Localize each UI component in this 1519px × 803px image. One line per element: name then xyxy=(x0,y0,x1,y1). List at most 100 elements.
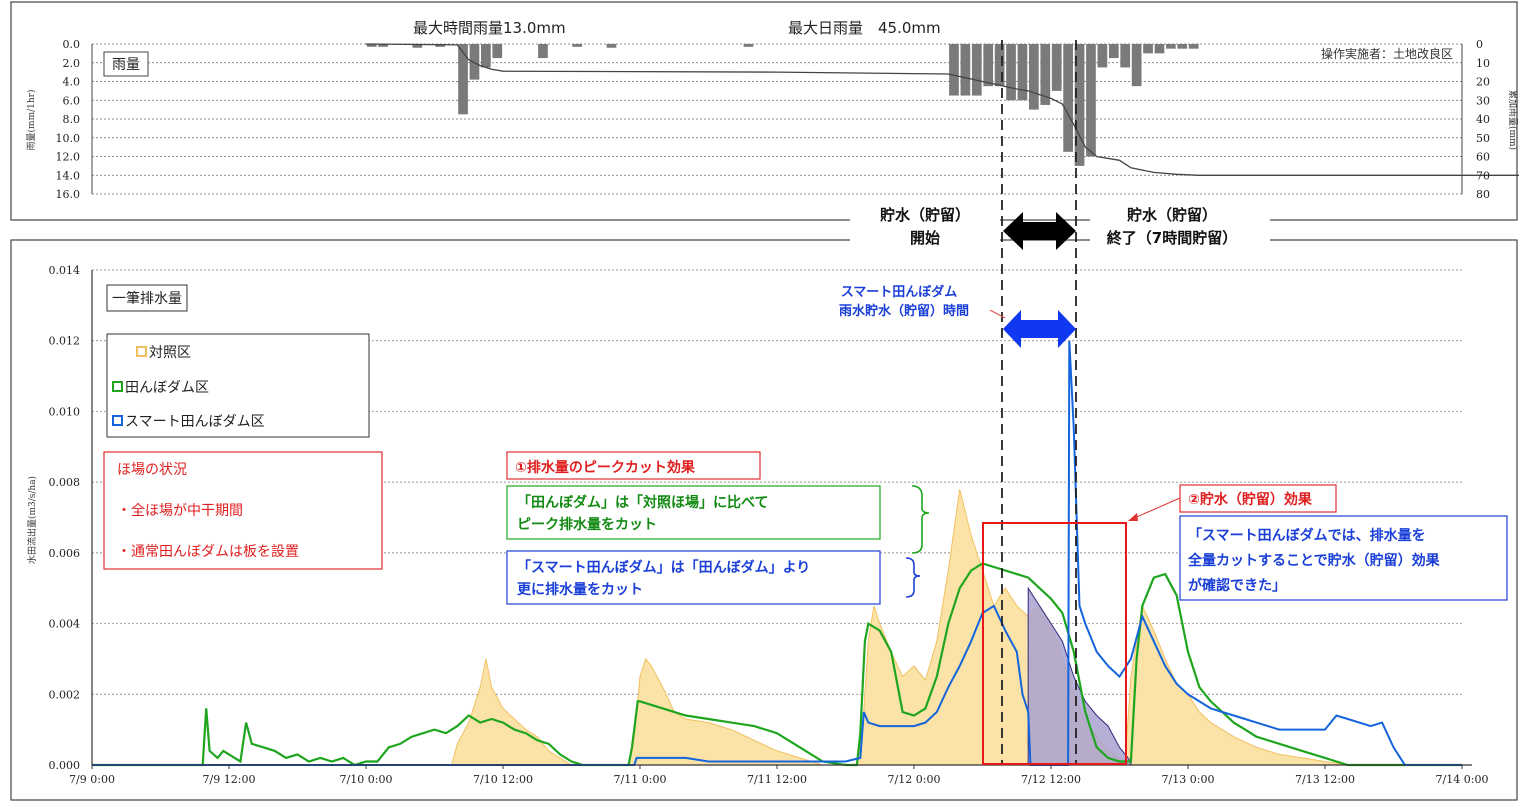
rain-legend-frame xyxy=(103,51,149,77)
legend-tanbo: 田んぼダム区 xyxy=(125,380,209,396)
rain-y2-tick: 0 xyxy=(1476,38,1483,51)
rain-y2-tick: 20 xyxy=(1476,76,1490,89)
x-tick-label: 7/12 12:00 xyxy=(1021,773,1081,786)
discharge-y-ticks: 0.014 0.012 0.010 0.008 0.006 0.004 0.002 0.000 xyxy=(49,264,81,772)
discharge-y-tick: 0.006 xyxy=(49,547,81,560)
peak-blue-line-1: 「スマート田んぼダム」は「田んぼダム」より xyxy=(517,559,810,576)
rain-legend: 雨量 xyxy=(112,57,140,73)
rain-bar xyxy=(458,44,468,115)
rain-bar xyxy=(1029,44,1039,110)
rain-bar xyxy=(1143,44,1153,54)
series-legend-frame xyxy=(106,333,370,438)
storage-desc-line-1: 「スマート田んぼダムでは、排水量を xyxy=(1188,527,1426,544)
rain-y-axis-label: 雨量(mm/1hr) xyxy=(26,90,37,151)
rain-bar xyxy=(971,44,982,96)
rain-y-tick: 2.0 xyxy=(63,57,81,70)
rain-bars xyxy=(366,44,1199,166)
rain-y2-tick: 60 xyxy=(1476,151,1490,164)
peak-blue-box xyxy=(506,550,881,605)
rain-bar xyxy=(481,44,491,68)
rain-y-tick: 4.0 xyxy=(63,76,81,89)
discharge-y-tick: 0.002 xyxy=(49,688,81,701)
storage-effect-leader xyxy=(1131,497,1181,520)
legend-control: 対照区 xyxy=(149,345,191,361)
field-status-item-1: ・全ほ場が中干期間 xyxy=(117,502,243,519)
rain-y2-tick: 80 xyxy=(1476,188,1490,201)
legend-swatch-tanbo xyxy=(112,381,123,392)
rain-bar xyxy=(1108,44,1119,59)
storage-period-arrow xyxy=(1003,212,1076,250)
discharge-axes xyxy=(91,270,1472,766)
rain-panel-frame xyxy=(10,1,1518,221)
peak-green-line-2: ピーク排水量をカット xyxy=(517,516,657,533)
discharge-legend: 一筆排水量 xyxy=(112,291,182,307)
rain-y-tick: 0.0 xyxy=(63,38,81,51)
smart-storage-arrow xyxy=(1003,310,1076,348)
rain-bar xyxy=(572,44,583,47)
rain-bar xyxy=(378,44,388,47)
storage-start-label-2: 開始 xyxy=(910,229,940,247)
rain-y2-tick: 30 xyxy=(1476,94,1490,107)
rain-bar xyxy=(606,44,617,48)
rain-bar xyxy=(1051,44,1062,91)
rain-bar xyxy=(1120,44,1131,68)
rain-y2-tick: 40 xyxy=(1476,113,1490,126)
discharge-y-tick: 0.012 xyxy=(49,335,81,348)
x-tick-label: 7/12 0:00 xyxy=(888,773,941,786)
end-label-bg xyxy=(1090,196,1270,254)
x-tick-label: 7/9 0:00 xyxy=(69,773,115,786)
rain-bar xyxy=(1086,44,1096,157)
rain-bar xyxy=(1040,44,1051,105)
storage-effect-arrowhead xyxy=(1128,513,1138,521)
rain-bar xyxy=(994,44,1005,87)
rain-y2-tick: 50 xyxy=(1476,132,1490,145)
rain-bar xyxy=(1166,44,1176,49)
rain-bar xyxy=(435,44,446,47)
max-hourly-rain: 最大時間雨量13.0mm xyxy=(413,19,566,37)
rain-bar xyxy=(469,44,480,80)
legend-smart: スマート田んぼダム区 xyxy=(125,414,265,430)
rain-bar xyxy=(366,44,377,47)
rain-bar xyxy=(1177,44,1188,49)
peak-green-line-1: 「田んぼダム」は「対照ほ場」に比べて xyxy=(517,494,768,511)
discharge-y-tick: 0.000 xyxy=(49,759,81,772)
discharge-y-axis-label: 水田流出量(m3/s/ha) xyxy=(26,476,38,564)
x-tick-label: 7/13 0:00 xyxy=(1162,773,1215,786)
storage-effect-title: ②貯水（貯留）効果 xyxy=(1188,491,1313,508)
rain-bar xyxy=(960,44,971,96)
rain-bar xyxy=(983,44,994,87)
field-status-box xyxy=(103,451,383,570)
rain-y2-tick: 70 xyxy=(1476,169,1490,182)
storage-desc-line-3: が確認できた」 xyxy=(1188,577,1286,594)
max-daily-rain: 最大日雨量 45.0mm xyxy=(788,19,941,37)
peak-green-box xyxy=(506,485,881,540)
storage-effect-title-box xyxy=(1179,484,1337,513)
rain-y-ticks: 0.0 2.0 4.0 6.0 8.0 10.0 12.0 14.0 16.0 xyxy=(56,38,81,201)
rain-y-tick: 16.0 xyxy=(56,188,81,201)
rain-y-tick: 12.0 xyxy=(56,151,81,164)
start-label-bg xyxy=(850,196,1000,254)
rain-bar xyxy=(949,44,959,96)
storage-end-label-2: 終了（7時間貯留） xyxy=(1107,229,1237,247)
x-tick-label: 7/14 0:00 xyxy=(1436,773,1489,786)
rain-bar xyxy=(492,44,503,59)
discharge-y-tick: 0.010 xyxy=(49,405,81,418)
field-status-item-2: ・通常田んぼダムは板を設置 xyxy=(117,544,299,560)
rain-y2-axis-label: 累加雨量(mm) xyxy=(1507,90,1518,150)
x-tick-label: 7/11 12:00 xyxy=(747,773,807,786)
rain-bar xyxy=(1074,44,1085,166)
storage-effect-frame xyxy=(982,522,1127,765)
rain-bar xyxy=(1006,44,1016,101)
x-tick-label: 7/9 12:00 xyxy=(203,773,256,786)
discharge-y-tick: 0.014 xyxy=(49,264,81,277)
rain-bar xyxy=(1154,44,1165,54)
x-tick-label: 7/10 12:00 xyxy=(473,773,533,786)
x-tick-label: 7/10 0:00 xyxy=(340,773,393,786)
rain-bar xyxy=(412,44,423,48)
peak-cut-title: ①排水量のピークカット効果 xyxy=(515,459,696,476)
rain-y-tick: 6.0 xyxy=(63,94,81,107)
smart-time-leader xyxy=(989,309,1006,319)
tanbo-dam-line xyxy=(92,562,1462,767)
storage-start-label-1: 貯水（貯留） xyxy=(880,206,970,224)
